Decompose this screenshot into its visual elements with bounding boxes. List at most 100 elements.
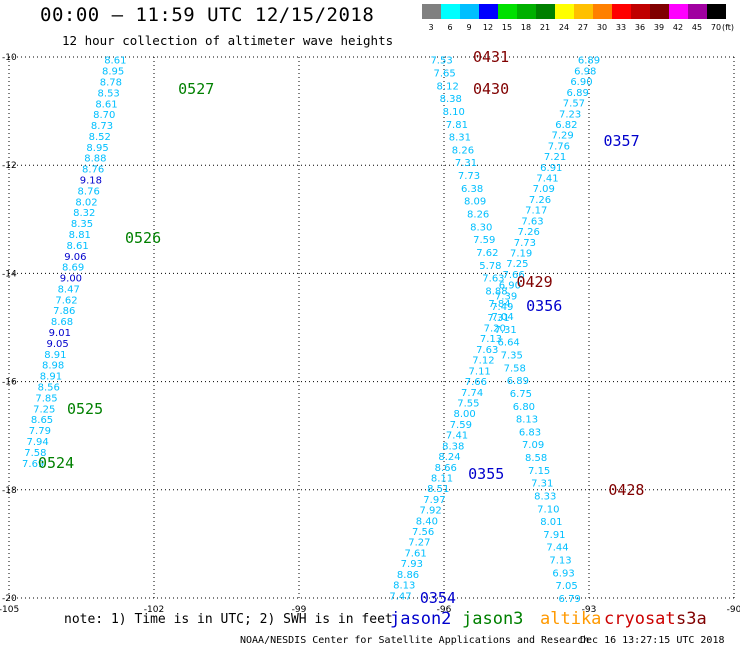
swh-value: 8.40 <box>416 516 438 527</box>
lat-tick-label: -18 <box>2 486 17 496</box>
swh-value: 7.04 <box>491 312 513 323</box>
lon-tick-label: -99 <box>292 605 307 615</box>
lat-tick-label: -16 <box>2 378 17 388</box>
swh-value: 8.69 <box>62 263 84 274</box>
swh-value: 7.97 <box>423 495 445 506</box>
swh-value: 8.33 <box>534 491 556 502</box>
colorbar-swatch <box>422 4 441 19</box>
swh-value: 7.58 <box>504 363 526 374</box>
lat-tick-label: -20 <box>2 594 17 604</box>
swh-value: 6.38 <box>461 184 483 195</box>
colorbar-tick-label: 36 <box>634 23 646 32</box>
swh-value: 7.59 <box>473 235 495 246</box>
swh-value: 8.51 <box>427 484 449 495</box>
swh-value: 6.98 <box>574 66 596 77</box>
colorbar-swatch <box>669 4 688 19</box>
lat-tick-label: -10 <box>2 53 17 63</box>
jason3-pass-track: 8.618.958.788.538.618.708.738.528.958.88… <box>22 56 126 470</box>
legend-cryosat: cryosat <box>604 609 676 629</box>
swh-value: 7.17 <box>525 206 547 217</box>
colorbar-tick-label: 39 <box>653 23 665 32</box>
swh-value: 7.25 <box>506 259 528 270</box>
swh-value: 7.63 <box>476 345 498 356</box>
swh-value: 7.74 <box>461 388 483 399</box>
swh-value: 8.12 <box>437 81 459 92</box>
swh-value: 7.91 <box>543 530 565 541</box>
swh-value: 7.12 <box>472 356 494 367</box>
colorbar-swatch <box>479 4 498 19</box>
swh-value: 7.58 <box>24 448 46 459</box>
swh-value: 7.05 <box>555 581 577 592</box>
swh-value: 8.32 <box>73 208 95 219</box>
colorbar-swatch <box>460 4 479 19</box>
lon-tick-label: -90 <box>727 605 740 615</box>
swh-value: 7.55 <box>457 398 479 409</box>
colorbar-tick-label: 45 <box>691 23 703 32</box>
swh-value: 7.35 <box>501 350 523 361</box>
colorbar-swatch <box>517 4 536 19</box>
swh-value: 6.90 <box>499 281 521 292</box>
swh-value: 8.13 <box>516 415 538 426</box>
swh-value: 8.66 <box>435 463 457 474</box>
swh-value: 6.64 <box>498 338 520 349</box>
map-title: 00:00 — 11:59 UTC 12/15/2018 <box>40 4 375 26</box>
lon-tick-label: -93 <box>582 605 597 615</box>
swh-value: 7.31 <box>455 158 477 169</box>
swh-value: 7.39 <box>495 291 517 302</box>
colorbar-swatch <box>536 4 555 19</box>
lon-tick-label: -105 <box>0 605 19 615</box>
swh-value: 6.93 <box>552 568 574 579</box>
legend-altika: altika <box>540 609 602 629</box>
swh-value: 7.84 <box>488 299 510 310</box>
swh-value: 8.26 <box>452 145 474 156</box>
colorbar-tick-label: 30 <box>596 23 608 32</box>
lat-tick-label: -12 <box>2 161 17 171</box>
swh-value: 7.73 <box>514 238 536 249</box>
swh-value: 7.31 <box>531 479 553 490</box>
swh-value: 7.41 <box>536 174 558 185</box>
swh-value: 8.58 <box>525 453 547 464</box>
swh-value: 9.01 <box>49 328 71 339</box>
swh-value: 8.88 <box>485 286 507 297</box>
swh-value: 9.06 <box>64 252 86 263</box>
swh-value: 7.69 <box>22 459 44 470</box>
swh-value: 7.44 <box>546 543 568 554</box>
swh-value: 6.89 <box>567 88 589 99</box>
swh-value: 8.30 <box>470 222 492 233</box>
swh-value: 7.27 <box>408 538 430 549</box>
swh-value: 7.41 <box>446 431 468 442</box>
pass-time-label: 0526 <box>125 229 162 248</box>
swh-value: 7.15 <box>528 466 550 477</box>
pass-time-label: 0525 <box>67 399 104 418</box>
colorbar-tick-label: 27 <box>577 23 589 32</box>
swh-value: 8.00 <box>453 409 475 420</box>
swh-value: 7.85 <box>35 393 57 404</box>
swh-value: 6.80 <box>513 402 535 413</box>
swh-value: 7.62 <box>476 248 498 259</box>
colorbar-tick-label: 24 <box>558 23 570 32</box>
swh-value: 7.29 <box>551 131 573 142</box>
jason2-pass-track: 6.896.986.906.897.577.236.827.297.767.21… <box>389 56 600 603</box>
colorbar-swatch <box>688 4 707 19</box>
swh-value: 8.02 <box>75 197 97 208</box>
colorbar-tick-label: 6 <box>447 23 453 32</box>
swh-value: 7.13 <box>549 556 571 567</box>
swh-value: 8.81 <box>69 230 91 241</box>
swh-value: 6.89 <box>507 376 529 387</box>
colorbar-swatch <box>631 4 650 19</box>
swh-value: 8.76 <box>78 186 100 197</box>
swh-value: 9.18 <box>80 176 102 187</box>
swh-value: 6.91 <box>540 163 562 174</box>
swh-value: 7.13 <box>480 334 502 345</box>
colorbar-swatch <box>574 4 593 19</box>
colorbar-tick-label: 3 <box>428 23 434 32</box>
colorbar-tick-label: 15 <box>501 23 513 32</box>
swh-value: 7.66 <box>502 270 524 281</box>
swh-value: 7.31 <box>487 313 509 324</box>
swh-value: 5.78 <box>479 261 501 272</box>
swh-value: 7.49 <box>491 302 513 313</box>
colorbar-tick-label: 33 <box>615 23 627 32</box>
swh-value: 9.05 <box>46 339 68 350</box>
swh-value: 8.01 <box>540 517 562 528</box>
